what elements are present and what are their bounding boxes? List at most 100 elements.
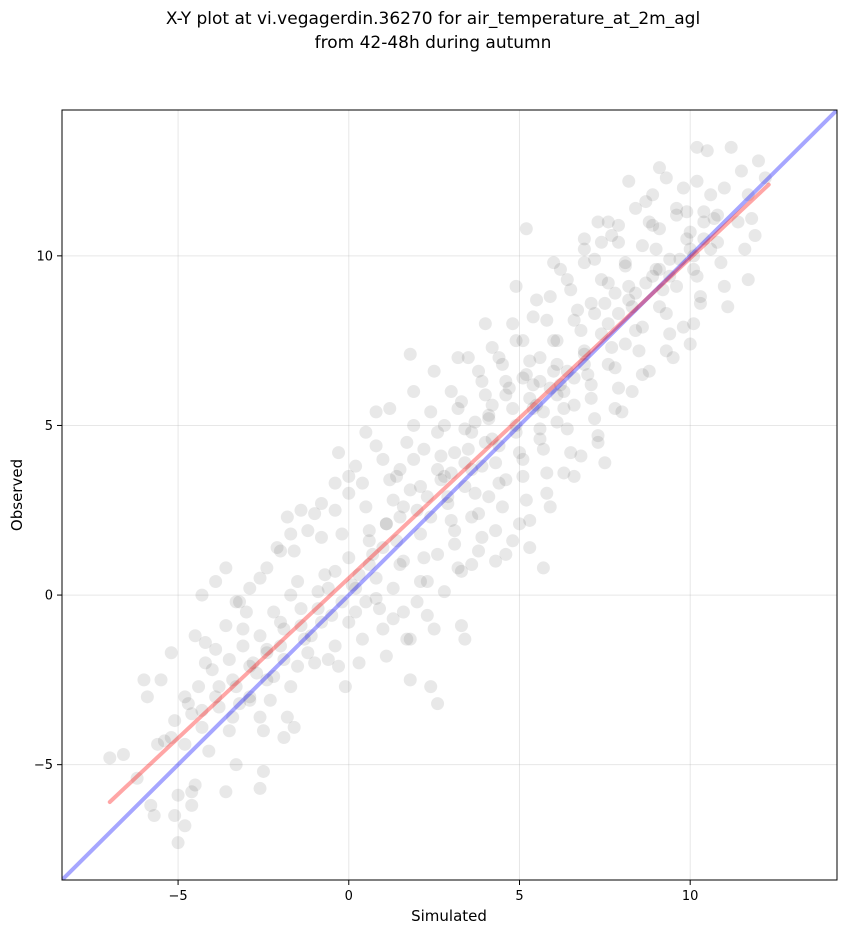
data-point [741,273,755,287]
data-point [608,361,622,375]
data-point [284,680,298,694]
data-point [263,693,277,707]
data-point [277,622,291,636]
data-point [550,357,564,371]
data-point [502,381,516,395]
x-axis-label: Simulated [411,907,487,925]
data-point [567,371,581,385]
data-point [509,334,523,348]
data-point [362,534,376,548]
data-point [642,364,656,378]
data-point [164,731,178,745]
data-point [185,798,199,812]
chart-title-line2: from 42-48h during autumn [315,33,552,53]
data-point [386,493,400,507]
data-point [574,323,588,337]
data-point [584,378,598,392]
data-point [697,215,711,229]
data-point [584,296,598,310]
data-point [635,239,649,253]
data-point [700,144,714,158]
y-tick-label: 0 [45,589,53,604]
data-point [270,541,284,555]
data-point [376,452,390,466]
data-point [171,788,185,802]
data-point [431,697,445,711]
data-point [751,154,765,168]
data-point [492,351,506,365]
data-point [574,449,588,463]
data-point [738,242,752,256]
data-point [277,653,291,667]
data-point [284,588,298,602]
data-point [560,364,574,378]
data-point [168,809,182,823]
data-point [704,242,718,256]
data-point [407,452,421,466]
data-point [687,249,701,263]
data-point [420,574,434,588]
data-point [530,398,544,412]
data-point [454,564,468,578]
data-point [154,673,168,687]
data-point [734,164,748,178]
data-point [475,459,489,473]
data-point [625,300,639,314]
data-point [390,469,404,483]
data-point [611,381,625,395]
data-point [185,785,199,799]
data-point [632,344,646,358]
data-point [646,188,660,202]
data-point [745,212,759,226]
data-point [523,391,537,405]
data-point [533,351,547,365]
data-point [492,476,506,490]
data-point [444,513,458,527]
data-point [577,232,591,246]
data-point [420,490,434,504]
data-point [413,527,427,541]
data-point [465,463,479,477]
data-point [557,385,571,399]
data-point [424,405,438,419]
data-point [567,469,581,483]
data-point [195,720,209,734]
data-point [533,374,547,388]
data-point [403,483,417,497]
data-point [601,357,615,371]
data-point [253,629,267,643]
data-point [396,554,410,568]
data-point [379,649,393,663]
x-axis-ticks: −5 0 5 10 [168,880,698,904]
data-point [250,666,264,680]
data-point [417,442,431,456]
data-point [711,208,725,222]
data-point [540,466,554,480]
data-point [499,547,513,561]
data-point [413,574,427,588]
data-point [243,659,257,673]
data-point [448,446,462,460]
y-tick-label: −5 [34,758,53,773]
data-point [615,405,629,419]
data-point [253,571,267,585]
data-point [147,809,161,823]
data-point [355,476,369,490]
data-point [362,524,376,538]
data-point [222,724,236,738]
data-point [188,629,202,643]
data-point [581,368,595,382]
data-point [652,300,666,314]
data-point [499,374,513,388]
data-point [342,486,356,500]
data-point [622,174,636,188]
data-point [577,344,591,358]
data-point [239,605,253,619]
data-point [352,656,366,670]
data-point [267,669,281,683]
data-point [550,388,564,402]
data-point [506,534,520,548]
data-point [704,188,718,202]
data-point [666,351,680,365]
